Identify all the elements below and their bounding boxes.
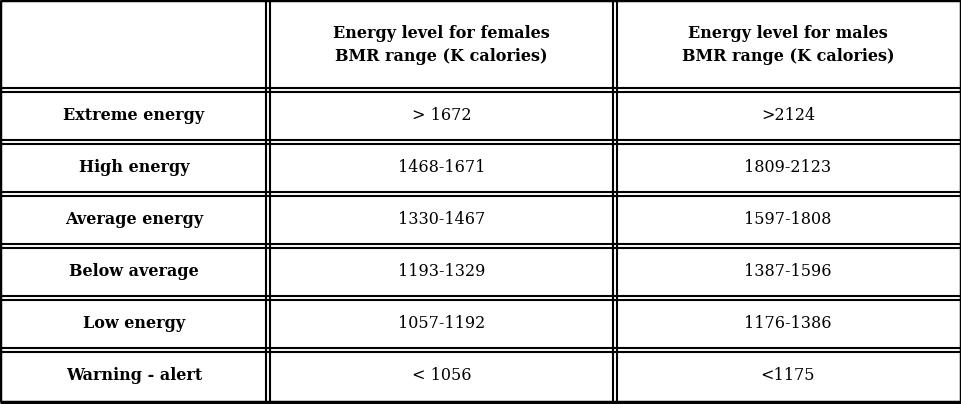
Text: Low energy: Low energy [83, 316, 185, 332]
Text: <1175: <1175 [761, 368, 815, 385]
Text: Average energy: Average energy [65, 212, 203, 229]
Text: Energy level for males
BMR range (K calories): Energy level for males BMR range (K calo… [681, 25, 895, 65]
Text: Below average: Below average [69, 263, 199, 280]
Text: 1809-2123: 1809-2123 [745, 160, 831, 177]
Text: Extreme energy: Extreme energy [63, 107, 205, 124]
Text: 1193-1329: 1193-1329 [398, 263, 485, 280]
Text: < 1056: < 1056 [411, 368, 471, 385]
Text: High energy: High energy [79, 160, 189, 177]
Text: 1176-1386: 1176-1386 [744, 316, 832, 332]
Text: >2124: >2124 [761, 107, 815, 124]
Text: 1597-1808: 1597-1808 [745, 212, 831, 229]
Text: > 1672: > 1672 [411, 107, 471, 124]
Text: 1057-1192: 1057-1192 [398, 316, 485, 332]
Text: Energy level for females
BMR range (K calories): Energy level for females BMR range (K ca… [333, 25, 550, 65]
Text: 1330-1467: 1330-1467 [398, 212, 485, 229]
Text: 1387-1596: 1387-1596 [744, 263, 832, 280]
Text: 1468-1671: 1468-1671 [398, 160, 485, 177]
Text: Warning - alert: Warning - alert [66, 368, 202, 385]
